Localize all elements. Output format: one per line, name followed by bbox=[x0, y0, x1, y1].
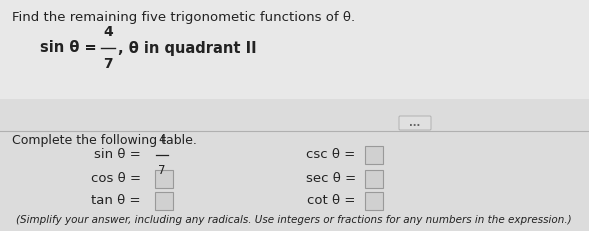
Text: sec θ =: sec θ = bbox=[306, 173, 360, 185]
Text: , θ in quadrant II: , θ in quadrant II bbox=[118, 40, 257, 55]
Text: tan θ =: tan θ = bbox=[91, 195, 145, 207]
Text: sin θ =: sin θ = bbox=[94, 149, 145, 161]
Text: (Simplify your answer, including any radicals. Use integers or fractions for any: (Simplify your answer, including any rad… bbox=[16, 215, 572, 225]
FancyBboxPatch shape bbox=[155, 170, 173, 188]
FancyBboxPatch shape bbox=[155, 192, 173, 210]
Text: 7: 7 bbox=[158, 164, 166, 177]
Text: sin θ =: sin θ = bbox=[40, 40, 102, 55]
Text: ...: ... bbox=[409, 118, 421, 128]
Text: cos θ =: cos θ = bbox=[91, 173, 145, 185]
Text: 4: 4 bbox=[103, 25, 113, 39]
Text: Find the remaining five trigonometic functions of θ.: Find the remaining five trigonometic fun… bbox=[12, 11, 355, 24]
FancyBboxPatch shape bbox=[365, 146, 383, 164]
Text: Complete the following table.: Complete the following table. bbox=[12, 134, 197, 147]
FancyBboxPatch shape bbox=[365, 192, 383, 210]
FancyBboxPatch shape bbox=[399, 116, 431, 130]
Text: cot θ =: cot θ = bbox=[307, 195, 360, 207]
Text: csc θ =: csc θ = bbox=[306, 149, 360, 161]
FancyBboxPatch shape bbox=[365, 170, 383, 188]
Text: 7: 7 bbox=[103, 57, 113, 71]
Text: 4: 4 bbox=[158, 133, 166, 146]
